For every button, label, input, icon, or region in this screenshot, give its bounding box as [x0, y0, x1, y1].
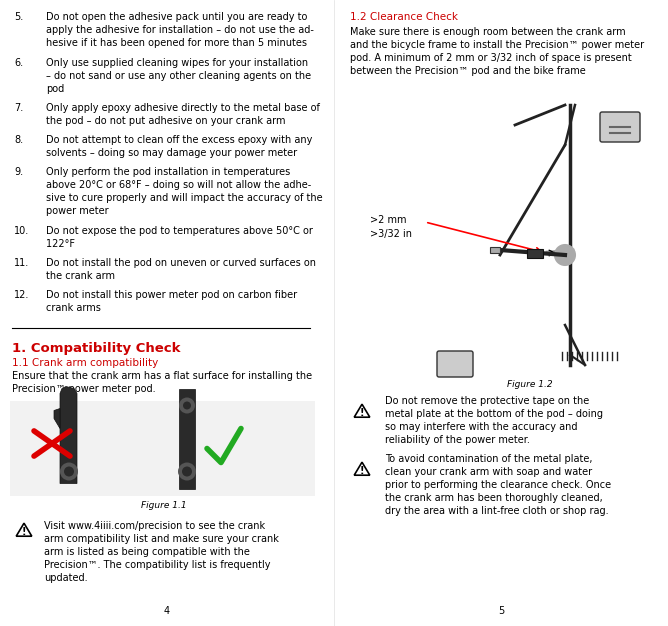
Text: 10.: 10.: [14, 226, 29, 236]
Text: Do not attempt to clean off the excess epoxy with any
solvents – doing so may da: Do not attempt to clean off the excess e…: [46, 135, 313, 158]
Circle shape: [64, 466, 74, 476]
Text: Only use supplied cleaning wipes for your installation
– do not sand or use any : Only use supplied cleaning wipes for you…: [46, 58, 311, 93]
Text: 4: 4: [164, 606, 170, 616]
Text: Do not open the adhesive pack until you are ready to
apply the adhesive for inst: Do not open the adhesive pack until you …: [46, 12, 314, 48]
Text: 9.: 9.: [14, 167, 23, 177]
Text: Make sure there is enough room between the crank arm
and the bicycle frame to in: Make sure there is enough room between t…: [350, 27, 644, 76]
Text: 7.: 7.: [14, 103, 23, 113]
Text: Ensure that the crank arm has a flat surface for installing the
Precision™ power: Ensure that the crank arm has a flat sur…: [12, 371, 312, 394]
Circle shape: [183, 401, 191, 409]
FancyBboxPatch shape: [527, 249, 543, 257]
Text: 8.: 8.: [14, 135, 23, 145]
Text: !: !: [22, 526, 26, 536]
Text: Only apply epoxy adhesive directly to the metal base of
the pod – do not put adh: Only apply epoxy adhesive directly to th…: [46, 103, 320, 126]
Text: Visit www.4iiii.com/precision to see the crank
arm compatibility list and make s: Visit www.4iiii.com/precision to see the…: [44, 521, 279, 583]
Text: 5.: 5.: [14, 12, 23, 22]
FancyBboxPatch shape: [10, 401, 315, 496]
Text: Only perform the pod installation in temperatures
above 20°C or 68°F – doing so : Only perform the pod installation in tem…: [46, 167, 323, 216]
Circle shape: [182, 466, 192, 476]
Text: To avoid contamination of the metal plate,
clean your crank arm with soap and wa: To avoid contamination of the metal plat…: [385, 454, 611, 516]
Circle shape: [178, 463, 196, 481]
Text: Do not remove the protective tape on the
metal plate at the bottom of the pod – : Do not remove the protective tape on the…: [385, 396, 603, 445]
Text: Figure 1.2: Figure 1.2: [507, 380, 553, 389]
Text: 12.: 12.: [14, 290, 29, 300]
Text: 6.: 6.: [14, 58, 23, 68]
FancyBboxPatch shape: [600, 112, 640, 142]
FancyBboxPatch shape: [437, 351, 473, 377]
Polygon shape: [60, 386, 77, 483]
Circle shape: [179, 398, 195, 414]
Text: 11.: 11.: [14, 258, 29, 268]
Text: 5: 5: [498, 606, 504, 616]
Polygon shape: [54, 409, 60, 429]
Text: Do not expose the pod to temperatures above 50°C or
122°F: Do not expose the pod to temperatures ab…: [46, 226, 313, 249]
Text: Do not install this power meter pod on carbon fiber
crank arms: Do not install this power meter pod on c…: [46, 290, 297, 313]
Text: >2 mm: >2 mm: [370, 215, 407, 225]
FancyBboxPatch shape: [490, 247, 500, 253]
Text: Do not install the pod on uneven or curved surfaces on
the crank arm: Do not install the pod on uneven or curv…: [46, 258, 316, 281]
Text: 1.1 Crank arm compatibility: 1.1 Crank arm compatibility: [12, 358, 158, 368]
Polygon shape: [179, 389, 195, 488]
Text: Figure 1.1: Figure 1.1: [141, 501, 187, 510]
Text: >3/32 in: >3/32 in: [370, 229, 412, 239]
Text: !: !: [360, 408, 364, 418]
Text: !: !: [360, 466, 364, 476]
Circle shape: [555, 245, 575, 265]
Circle shape: [60, 463, 78, 481]
Text: 1. Compatibility Check: 1. Compatibility Check: [12, 342, 180, 355]
Text: 1.2 Clearance Check: 1.2 Clearance Check: [350, 12, 458, 22]
